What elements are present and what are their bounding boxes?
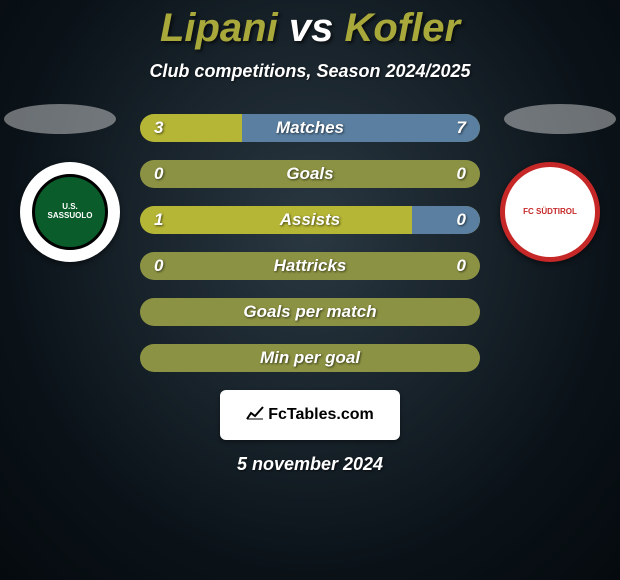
badge-right-label: FC SÜDTIROL	[519, 204, 581, 221]
bar-label: Goals per match	[140, 302, 480, 322]
stat-bar-row: Assists1 0	[140, 206, 480, 234]
stat-bar-row: Goals0 0	[140, 160, 480, 188]
vs-text: vs	[289, 6, 334, 50]
bar-value-left: 0	[154, 256, 163, 276]
bar-value-right: 0	[457, 164, 466, 184]
brand-box: FcTables.com	[220, 390, 400, 440]
player2-name: Kofler	[344, 6, 460, 50]
stat-bar-row: Matches3 7	[140, 114, 480, 142]
stat-bar-row: Min per goal	[140, 344, 480, 372]
bar-value-left: 3	[154, 118, 163, 138]
bar-label: Hattricks	[140, 256, 480, 276]
chart-icon	[246, 406, 264, 425]
bar-label: Goals	[140, 164, 480, 184]
content-area: U.S. SASSUOLO FC SÜDTIROL Matches3 7 Goals…	[0, 104, 620, 475]
badge-left-label: U.S. SASSUOLO	[32, 174, 108, 250]
bar-value-right: 0	[457, 256, 466, 276]
team-right-badge: FC SÜDTIROL	[500, 162, 600, 262]
bar-value-left: 0	[154, 164, 163, 184]
bar-label: Matches	[140, 118, 480, 138]
bar-value-right: 0	[457, 210, 466, 230]
subtitle: Club competitions, Season 2024/2025	[0, 61, 620, 82]
brand-text: FcTables.com	[246, 406, 374, 425]
player1-name: Lipani	[160, 6, 278, 50]
comparison-title: Lipani vs Kofler	[0, 0, 620, 51]
bar-label: Assists	[140, 210, 480, 230]
stat-bar-row: Goals per match	[140, 298, 480, 326]
bar-label: Min per goal	[140, 348, 480, 368]
stat-bars: Matches37Goals00Assists10Hattricks00Goal…	[140, 104, 480, 372]
player1-shadow-ellipse	[4, 104, 116, 134]
team-left-badge: U.S. SASSUOLO	[20, 162, 120, 262]
player2-shadow-ellipse	[504, 104, 616, 134]
bar-value-left: 1	[154, 210, 163, 230]
bar-value-right: 7	[457, 118, 466, 138]
stat-bar-row: Hattricks0 0	[140, 252, 480, 280]
brand-label: FcTables.com	[268, 406, 374, 424]
date-text: 5 november 2024	[0, 454, 620, 475]
